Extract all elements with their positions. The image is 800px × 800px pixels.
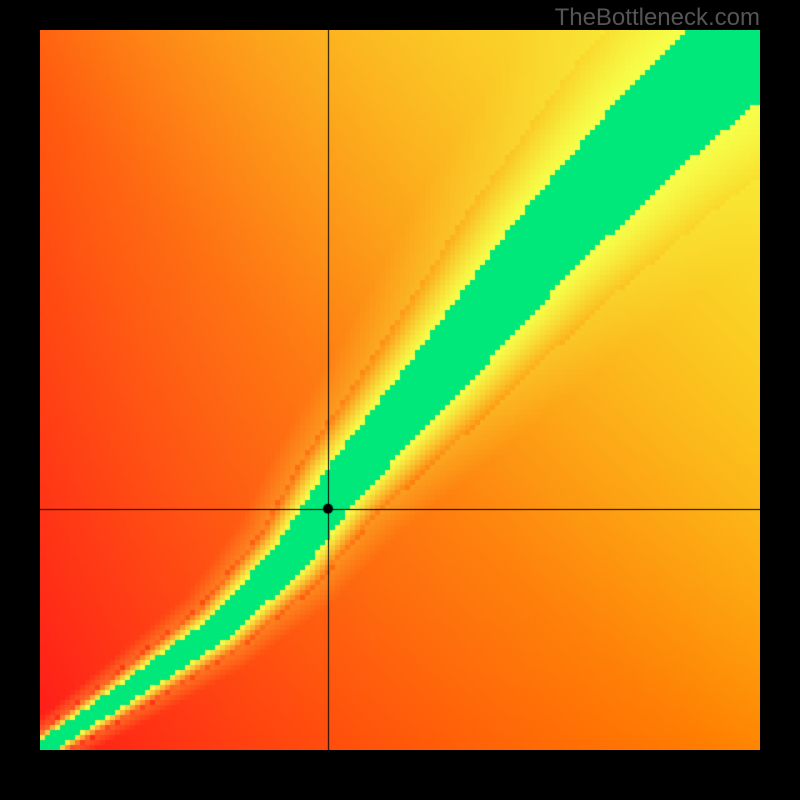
bottleneck-heatmap	[40, 30, 760, 750]
figure-root: TheBottleneck.com	[0, 0, 800, 800]
watermark-text: TheBottleneck.com	[555, 4, 760, 32]
